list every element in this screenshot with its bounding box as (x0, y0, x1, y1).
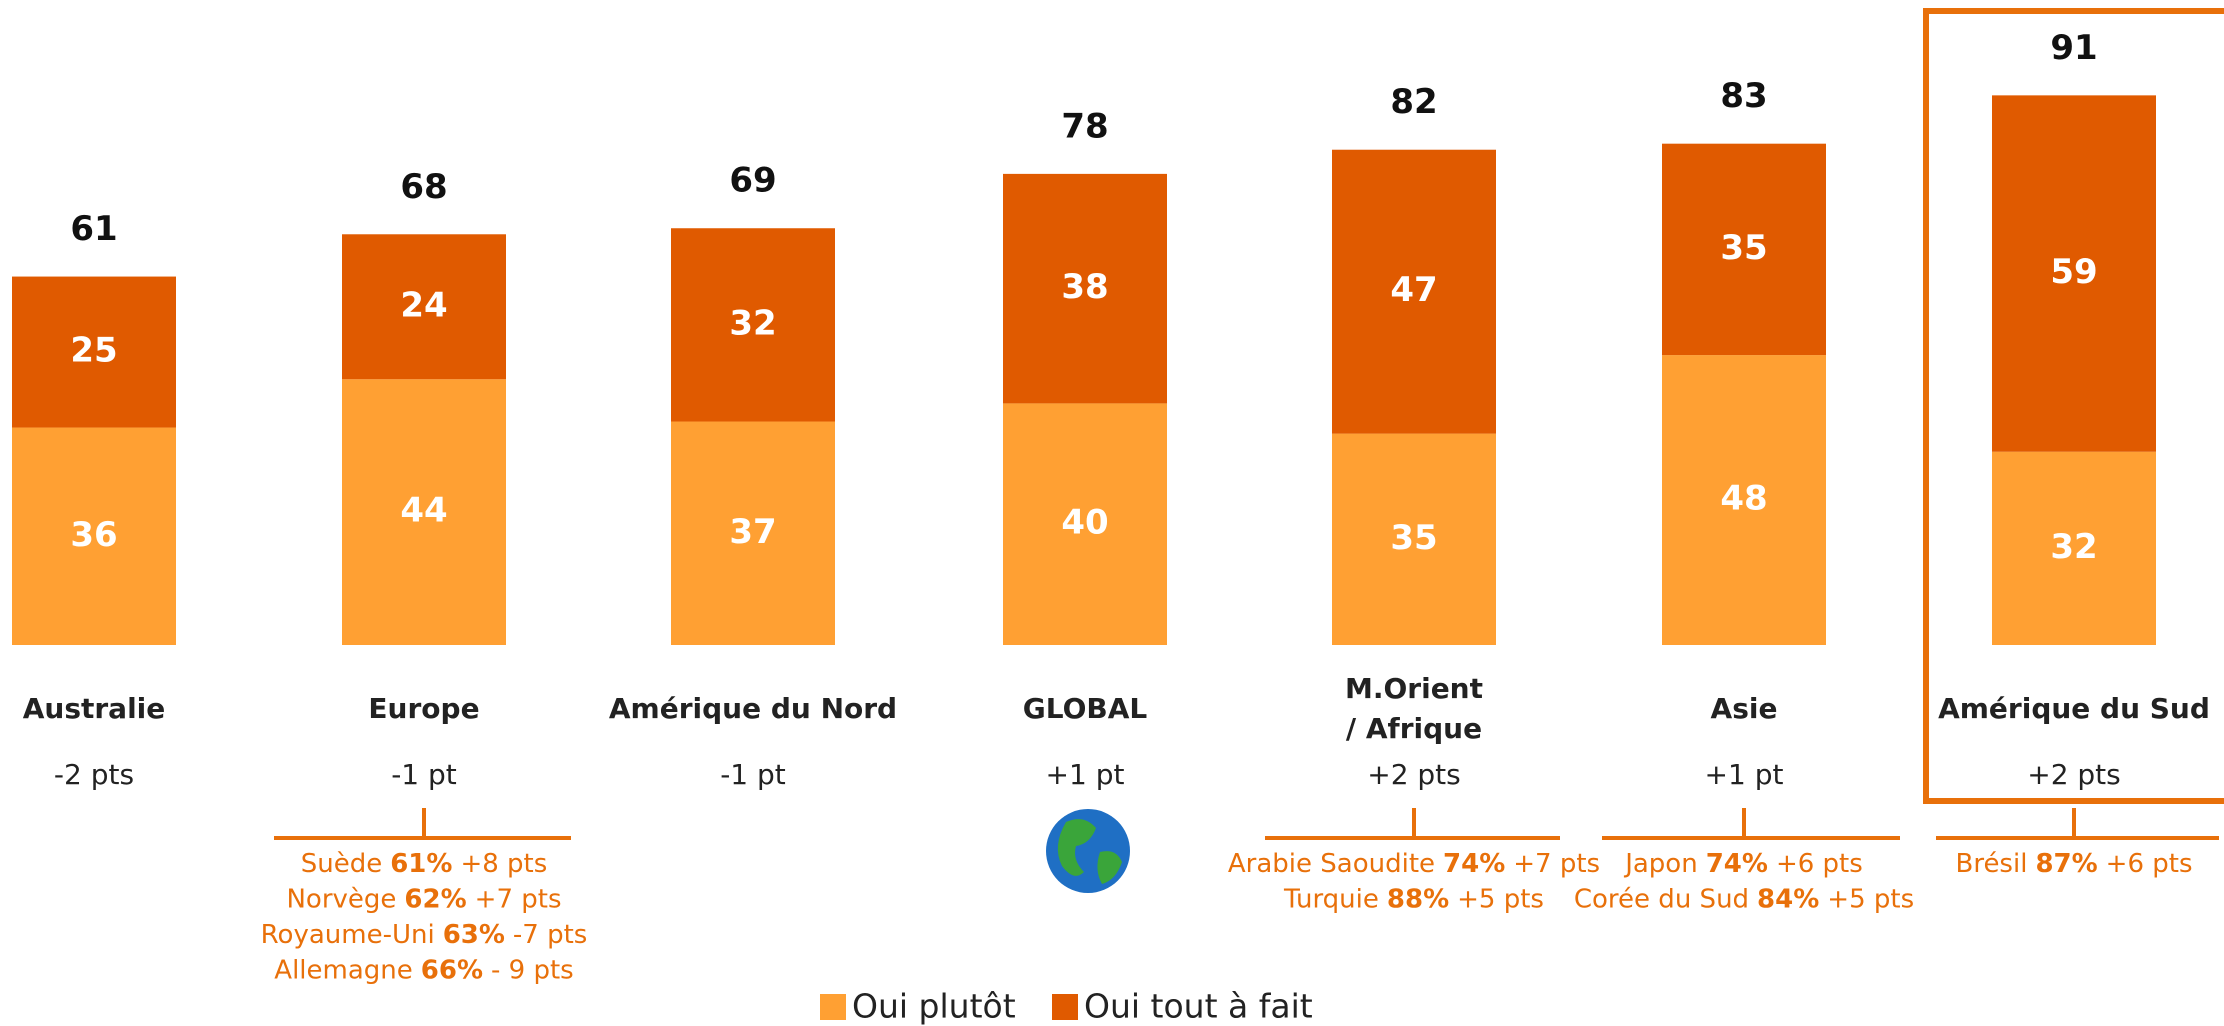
detail-name: Suède (301, 849, 382, 879)
detail-name: Turquie (1283, 884, 1379, 914)
change-label: +2 pts (1367, 758, 1461, 791)
category-label: Europe (368, 692, 480, 725)
detail-change: +6 pts (1776, 849, 1863, 879)
detail-line: Japon 74% +6 pts (1623, 849, 1863, 879)
bar-segment (342, 379, 506, 645)
legend-label: Oui tout à fait (1084, 987, 1313, 1026)
detail-share: 66% (421, 955, 483, 985)
change-label: +1 pt (1705, 758, 1784, 791)
detail-line: Suède 61% +8 pts (301, 849, 548, 879)
change-label: -1 pt (391, 758, 457, 791)
detail-name: Brésil (1955, 849, 2027, 879)
detail-line: Arabie Saoudite 74% +7 pts (1228, 849, 1600, 879)
detail-share: 61% (390, 849, 452, 879)
category-label: Asie (1710, 692, 1778, 725)
change-label: +2 pts (2027, 758, 2121, 791)
total-label: 69 (729, 161, 776, 201)
value-label: 25 (70, 331, 117, 371)
detail-change: +7 pts (475, 884, 562, 914)
detail-name: Norvège (286, 884, 396, 914)
total-label: 91 (2050, 28, 2097, 68)
detail-change: +5 pts (1827, 884, 1914, 914)
detail-name: Corée du Sud (1574, 884, 1749, 914)
detail-line: Corée du Sud 84% +5 pts (1574, 884, 1914, 914)
value-label: 40 (1061, 503, 1108, 543)
bar-segment (1003, 403, 1167, 645)
bar-segment (1003, 173, 1167, 404)
total-label: 82 (1390, 82, 1437, 122)
legend-swatch (820, 994, 846, 1020)
bar-segment (1662, 143, 1826, 356)
detail-name: Arabie Saoudite (1228, 849, 1435, 879)
detail-share: 63% (443, 920, 505, 950)
value-label: 47 (1390, 270, 1437, 310)
detail-name: Royaume-Uni (261, 920, 435, 950)
bar-segment (671, 421, 835, 645)
detail-change: +5 pts (1457, 884, 1544, 914)
detail-change: -7 pts (513, 920, 587, 950)
total-label: 78 (1061, 106, 1108, 146)
globe-icon (1046, 809, 1130, 893)
value-label: 35 (1720, 228, 1767, 268)
value-label: 32 (2050, 527, 2097, 567)
detail-line: Norvège 62% +7 pts (286, 884, 561, 914)
change-label: -1 pt (720, 758, 786, 791)
category-label: Australie (22, 692, 166, 725)
change-label: -2 pts (54, 758, 134, 791)
bar-segment (1992, 95, 2156, 452)
total-label: 83 (1720, 76, 1767, 116)
category-label: GLOBAL (1022, 692, 1148, 725)
legend-swatch (1052, 994, 1078, 1020)
value-label: 37 (729, 512, 776, 552)
bar-segment (12, 427, 176, 645)
bar-segment (342, 234, 506, 380)
detail-name: Allemagne (274, 955, 412, 985)
detail-share: 62% (404, 884, 466, 914)
detail-share: 88% (1387, 884, 1449, 914)
value-label: 59 (2050, 252, 2097, 292)
value-label: 48 (1720, 479, 1767, 519)
detail-change: +6 pts (2106, 849, 2193, 879)
legend-label: Oui plutôt (852, 987, 1016, 1026)
value-label: 32 (729, 303, 776, 343)
bar-segment (1332, 149, 1496, 434)
total-label: 61 (70, 209, 117, 249)
bar-segment (1992, 451, 2156, 645)
bar-segment (671, 228, 835, 422)
detail-share: 74% (1443, 849, 1505, 879)
detail-name: Japon (1623, 849, 1698, 879)
highlight-box (1923, 8, 2224, 804)
value-label: 24 (400, 285, 447, 325)
detail-line: Brésil 87% +6 pts (1955, 849, 2192, 879)
detail-line: Allemagne 66% - 9 pts (274, 955, 573, 985)
value-label: 44 (400, 491, 447, 531)
value-label: 38 (1061, 267, 1108, 307)
value-label: 35 (1390, 518, 1437, 558)
bar-segment (1332, 433, 1496, 645)
detail-line: Royaume-Uni 63% -7 pts (261, 920, 588, 950)
value-label: 36 (70, 515, 117, 555)
detail-line: Turquie 88% +5 pts (1283, 884, 1544, 914)
bar-segment (1662, 355, 1826, 645)
detail-change: +8 pts (460, 849, 547, 879)
total-label: 68 (400, 167, 447, 207)
category-label: M.Orient / Afrique (1344, 672, 1484, 745)
detail-change: +7 pts (1513, 849, 1600, 879)
change-label: +1 pt (1046, 758, 1125, 791)
detail-share: 74% (1706, 849, 1768, 879)
detail-share: 84% (1757, 884, 1819, 914)
detail-share: 87% (2035, 849, 2097, 879)
category-label: Amérique du Nord (608, 692, 898, 725)
bar-segment (12, 276, 176, 428)
detail-change: - 9 pts (491, 955, 574, 985)
category-label: Amérique du Sud (1938, 692, 2210, 725)
